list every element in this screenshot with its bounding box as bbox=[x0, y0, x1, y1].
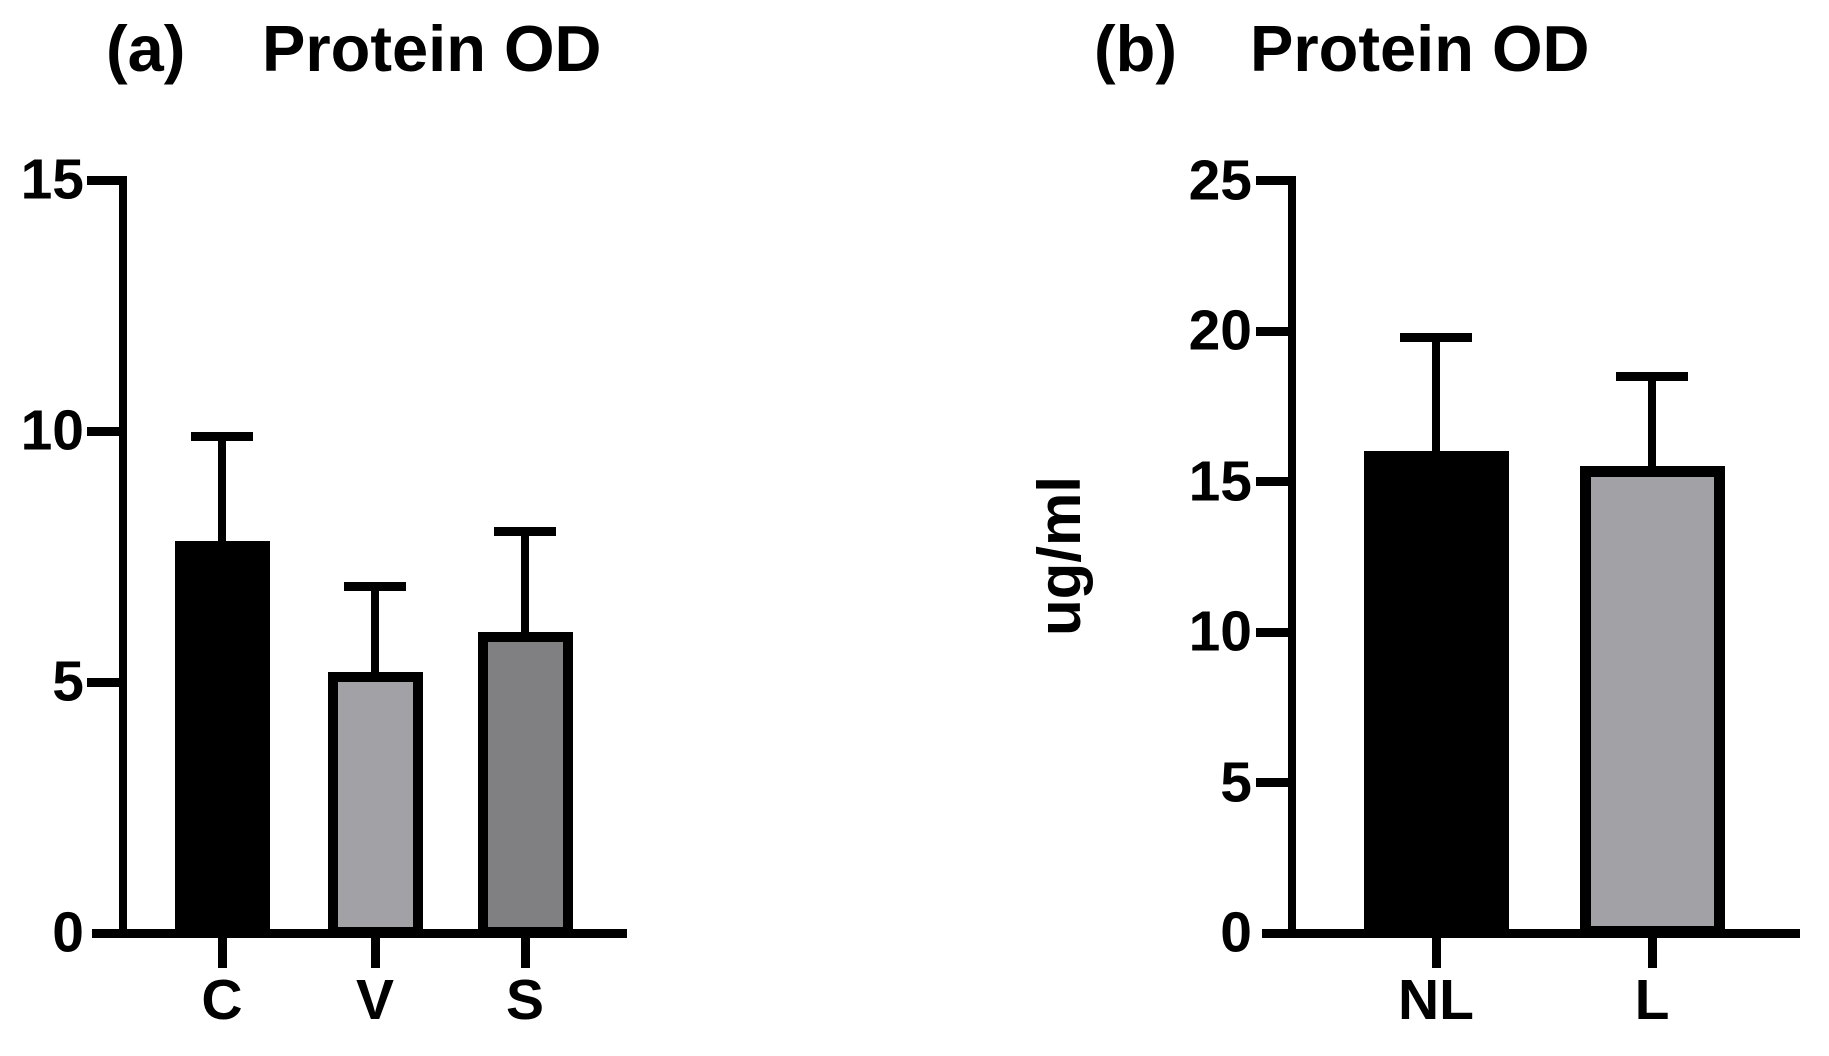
y-tick-label: 0 bbox=[1220, 900, 1252, 965]
y-tick-mark bbox=[87, 426, 119, 436]
y-tick-mark bbox=[1256, 176, 1288, 185]
x-axis-line bbox=[1262, 928, 1800, 938]
y-tick-label: 15 bbox=[20, 147, 84, 212]
x-category-label: L bbox=[1634, 968, 1670, 1032]
error-bar-cap bbox=[191, 431, 253, 441]
panel-b-label: (b) bbox=[1094, 12, 1177, 85]
y-tick-mark bbox=[1256, 778, 1288, 787]
y-axis-line bbox=[119, 175, 127, 938]
y-tick-mark bbox=[87, 677, 119, 687]
x-category-label: S bbox=[505, 968, 545, 1032]
bar-V bbox=[327, 671, 423, 938]
bar-L bbox=[1579, 466, 1725, 938]
x-tick-mark bbox=[1431, 937, 1441, 968]
y-axis-line bbox=[1288, 176, 1296, 938]
y-tick-mark bbox=[1256, 326, 1288, 336]
error-bar-stem bbox=[521, 531, 529, 632]
y-tick-mark bbox=[87, 175, 119, 185]
y-tick-label: 0 bbox=[52, 900, 84, 965]
y-tick-label: 25 bbox=[1188, 148, 1252, 212]
error-bar-stem bbox=[218, 436, 226, 542]
y-tick-label: 10 bbox=[1188, 599, 1252, 664]
y-tick-label: 10 bbox=[20, 398, 84, 463]
panel-b-title: Protein OD bbox=[1250, 12, 1590, 85]
y-tick-mark bbox=[1256, 477, 1288, 486]
error-bar-cap bbox=[1400, 332, 1472, 342]
x-tick-mark bbox=[370, 937, 380, 968]
y-tick-label: 5 bbox=[52, 649, 84, 714]
bar-S bbox=[477, 631, 573, 938]
error-bar-stem bbox=[371, 586, 379, 672]
error-bar-stem bbox=[1432, 337, 1440, 452]
x-category-label: NL bbox=[1398, 968, 1474, 1032]
bar-NL bbox=[1363, 451, 1509, 938]
error-bar-stem bbox=[1648, 376, 1656, 467]
y-tick-mark bbox=[1256, 627, 1288, 637]
y-tick-label: 15 bbox=[1188, 449, 1252, 513]
error-bar-cap bbox=[1616, 371, 1688, 381]
panel-a-label: (a) bbox=[106, 12, 186, 85]
error-bar-cap bbox=[344, 582, 406, 592]
x-tick-mark bbox=[520, 937, 530, 968]
panel-a-title: Protein OD bbox=[262, 12, 602, 85]
x-category-label: V bbox=[355, 968, 395, 1032]
x-tick-mark bbox=[217, 937, 227, 968]
x-category-label: C bbox=[201, 968, 243, 1032]
bar-C bbox=[174, 541, 270, 938]
error-bar-cap bbox=[494, 526, 556, 536]
y-tick-label: 5 bbox=[1220, 750, 1252, 814]
x-tick-mark bbox=[1647, 937, 1657, 968]
y-tick-label: 20 bbox=[1188, 298, 1252, 363]
